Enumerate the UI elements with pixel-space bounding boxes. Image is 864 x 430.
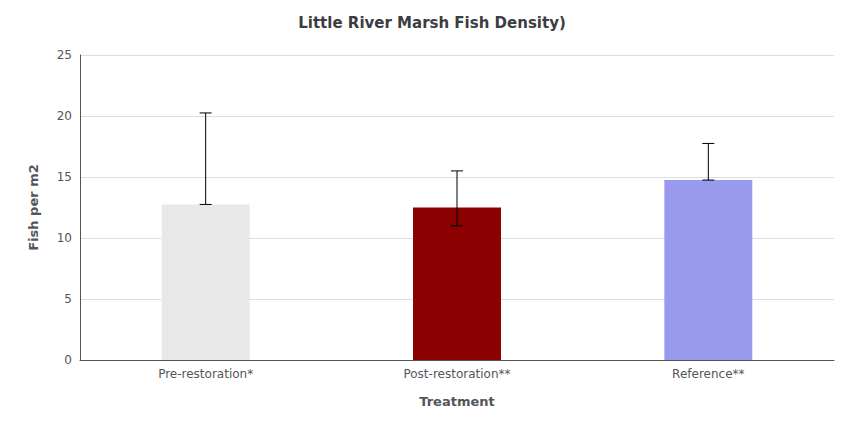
svg-text:5: 5 bbox=[64, 292, 72, 306]
svg-text:Little River Marsh Fish Densit: Little River Marsh Fish Density) bbox=[298, 14, 566, 32]
svg-text:Treatment: Treatment bbox=[419, 394, 495, 409]
svg-text:15: 15 bbox=[57, 170, 72, 184]
svg-text:25: 25 bbox=[57, 48, 72, 62]
svg-text:Pre-restoration*: Pre-restoration* bbox=[158, 367, 253, 381]
svg-text:Post-restoration**: Post-restoration** bbox=[403, 367, 510, 381]
svg-text:10: 10 bbox=[57, 231, 72, 245]
svg-text:Fish per m2: Fish per m2 bbox=[26, 164, 41, 251]
svg-text:Reference**: Reference** bbox=[672, 367, 744, 381]
svg-text:20: 20 bbox=[57, 109, 72, 123]
svg-text:0: 0 bbox=[64, 353, 72, 367]
